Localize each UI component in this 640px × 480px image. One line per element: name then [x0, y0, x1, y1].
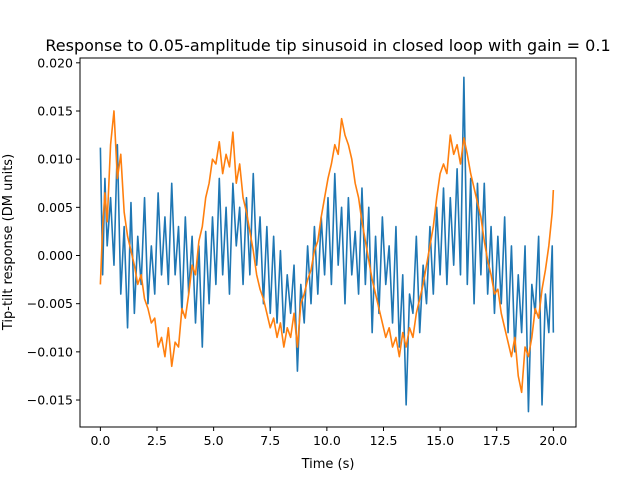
x-tick-label: 0.0	[90, 433, 110, 448]
x-tick-label: 20.0	[539, 433, 567, 448]
y-tick-label: −0.015	[27, 393, 73, 408]
y-tick-label: 0.005	[37, 200, 73, 215]
series-1-line	[99, 76, 555, 413]
axes-frame	[79, 57, 577, 428]
x-tick-label: 5.0	[204, 433, 224, 448]
series-layer	[99, 76, 555, 413]
x-tick-label: 10.0	[313, 433, 341, 448]
x-tick-label: 12.5	[370, 433, 398, 448]
x-tick-label: 17.5	[483, 433, 511, 448]
x-tick-label: 2.5	[147, 433, 167, 448]
y-tick-label: 0.015	[37, 103, 73, 118]
y-tick-label: 0.010	[37, 152, 73, 167]
y-tick-label: −0.005	[27, 296, 73, 311]
y-tick-label: −0.010	[27, 344, 73, 359]
y-tick-label: 0.020	[37, 55, 73, 70]
x-axis: 0.0 2.5 5.0 7.5 10.0 12.5 15.0 17.5 20.0	[90, 427, 567, 448]
plot-area	[79, 57, 577, 428]
chart-title: Response to 0.05-amplitude tip sinusoid …	[45, 36, 610, 55]
y-tick-label: 0.000	[37, 248, 73, 263]
x-tick-label: 15.0	[426, 433, 454, 448]
series-2-line	[99, 110, 555, 394]
y-axis-label: Tip-tilt response (DM units)	[1, 154, 16, 331]
y-axis: −0.015 −0.010 −0.005 0.000 0.005 0.010 0.015 0.…	[27, 55, 80, 408]
x-tick-label: 7.5	[260, 433, 280, 448]
x-axis-label: Time (s)	[301, 457, 355, 472]
